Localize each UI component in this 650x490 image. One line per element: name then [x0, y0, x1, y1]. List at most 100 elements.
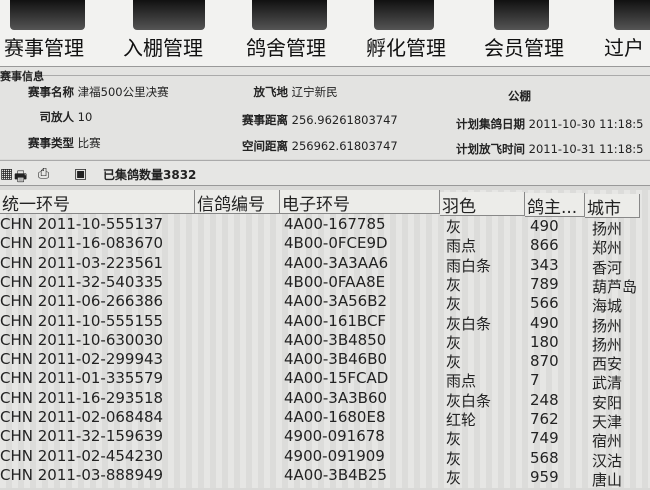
nav-transfer[interactable]: 过户	[600, 0, 650, 66]
top-nav: 赛事管理 入棚管理 鸽舍管理 孵化管理 会员管理 过户	[0, 0, 650, 66]
ring-no-cell: CHN 2011-32-540335	[0, 272, 164, 291]
ring-no-cell: CHN 2011-02-454230	[0, 446, 164, 465]
city-cell: 香河	[592, 258, 623, 277]
table-row[interactable]: CHN 2011-10-630030 4A00-3B4850 灰 180 扬州	[0, 330, 650, 354]
nav-member-management[interactable]: 会员管理	[480, 0, 580, 66]
e-ring-cell: 4A00-3B4850	[284, 330, 387, 349]
color-cell: 灰	[446, 449, 462, 468]
table-row[interactable]: CHN 2011-10-555137 4A00-167785 灰 490 扬州	[0, 215, 650, 238]
e-ring-cell: 4A00-161BCF	[284, 311, 387, 330]
e-ring-cell: 4B00-0FAA8E	[284, 272, 386, 291]
print-preview-icon[interactable]: ⎙	[38, 166, 50, 182]
table-row[interactable]: CHN 2011-03-888949 4A00-3B4B25 灰 959 唐山	[0, 465, 650, 489]
table-row[interactable]: CHN 2011-03-223561 4A00-3A3AA6 雨白条 343 香河	[0, 253, 650, 277]
col-header-pigeon-no[interactable]: 信鸽编号	[195, 190, 280, 214]
race-distance-field: 赛事距离 256.96261803747	[242, 113, 398, 127]
color-cell: 雨点	[446, 237, 477, 256]
city-cell: 扬州	[592, 220, 623, 238]
city-cell: 郑州	[592, 239, 623, 258]
e-ring-cell: 4A00-3A3B60	[284, 388, 388, 407]
ring-no-cell: CHN 2011-03-888949	[0, 465, 164, 484]
owner-cell: 870	[530, 352, 559, 371]
table-row[interactable]: CHN 2011-32-159639 4900-091678 灰 749 宿州	[0, 427, 650, 450]
nav-race-management[interactable]: 赛事管理	[0, 0, 100, 66]
table-row[interactable]: CHN 2011-10-555155 4A00-161BCF 灰白条 490 扬州	[0, 311, 650, 335]
divider	[40, 75, 650, 76]
color-cell: 灰	[446, 295, 462, 314]
ring-no-cell: CHN 2011-10-630030	[0, 330, 164, 349]
table-row[interactable]: CHN 2011-02-068484 4A00-1680E8 红轮 762 天津	[0, 408, 650, 431]
owner-cell: 490	[530, 313, 559, 332]
owner-cell: 789	[530, 274, 559, 293]
nav-label: 会员管理	[484, 36, 564, 60]
nav-label: 入棚管理	[123, 36, 203, 60]
print-icon[interactable]: 🖶	[14, 169, 28, 185]
ring-no-cell: CHN 2011-02-299943	[0, 350, 164, 369]
e-ring-cell: 4A00-1680E8	[284, 408, 386, 426]
col-header-ring-no[interactable]: 统一环号	[0, 190, 195, 214]
owner-cell: 762	[530, 410, 559, 428]
color-cell: 灰	[446, 218, 462, 236]
ring-no-cell: CHN 2011-32-159639	[0, 427, 164, 446]
race-info-panel: 赛事信息 赛事名称 津福500公里决赛 放飞地 辽宁新民 公棚 司放人 10 赛…	[0, 66, 650, 159]
collect-date-field: 计划集鸽日期 2011-10-30 11:18:5	[456, 117, 644, 131]
col-header-city[interactable]: 城市	[585, 194, 640, 218]
table-row[interactable]: CHN 2011-01-335579 4A00-15FCAD 雨点 7 武清	[0, 369, 650, 392]
owner-cell: 749	[530, 429, 559, 448]
table-row[interactable]: CHN 2011-32-540335 4B00-0FAA8E 灰 789 葫芦岛	[0, 272, 650, 296]
city-cell: 汉沽	[592, 451, 623, 470]
table-row[interactable]: CHN 2011-06-266386 4A00-3A56B2 灰 566 海城	[0, 292, 650, 315]
table-row[interactable]: CHN 2011-16-293518 4A00-3A3B60 灰白条 248 安阳	[0, 388, 650, 412]
col-header-owner[interactable]: 鸽主...	[525, 193, 585, 217]
city-cell: 唐山	[592, 470, 623, 489]
table-row[interactable]: CHN 2011-16-083670 4B00-0FCE9D 雨点 866 郑州	[0, 234, 650, 257]
col-header-color[interactable]: 羽色	[440, 192, 525, 216]
race-type-field: 赛事类型 比赛	[28, 136, 101, 150]
ring-no-cell: CHN 2011-01-335579	[0, 369, 164, 388]
e-ring-cell: 4A00-15FCAD	[284, 369, 389, 388]
releaser-field: 司放人 10	[39, 110, 93, 124]
color-cell: 红轮	[446, 411, 477, 429]
member-icon	[494, 0, 549, 30]
city-cell: 宿州	[592, 432, 623, 451]
export-icon[interactable]: ▣	[74, 166, 88, 182]
race-name-field: 赛事名称 津福500公里决赛	[28, 85, 169, 99]
nav-loft-entry[interactable]: 入棚管理	[115, 0, 220, 66]
col-header-e-ring[interactable]: 电子环号	[280, 190, 440, 214]
panel-title: 赛事信息	[0, 70, 44, 83]
color-cell: 灰白条	[446, 314, 492, 333]
color-cell: 灰	[446, 430, 462, 449]
collected-count: 已集鸽数量3832	[103, 168, 197, 182]
city-cell: 武清	[592, 374, 623, 393]
e-ring-cell: 4B00-0FCE9D	[284, 234, 388, 253]
e-ring-cell: 4A00-3A3AA6	[284, 253, 389, 272]
e-ring-cell: 4A00-3B46B0	[284, 350, 388, 369]
grid-icon[interactable]: ▦	[0, 166, 14, 182]
toolbar: ▦ 🖶 ⎙ ▣ 已集鸽数量3832	[0, 160, 650, 186]
table-row[interactable]: CHN 2011-02-454230 4900-091909 灰 568 汉沽	[0, 446, 650, 470]
e-ring-cell: 4A00-167785	[284, 215, 386, 233]
owner-cell: 866	[530, 236, 559, 255]
nav-label: 赛事管理	[4, 36, 84, 60]
city-cell: 葫芦岛	[592, 277, 638, 296]
color-cell: 灰	[446, 353, 462, 372]
nav-label: 过户	[604, 36, 644, 60]
nav-hatch-management[interactable]: 孵化管理	[360, 0, 460, 66]
table-row[interactable]: CHN 2011-02-299943 4A00-3B46B0 灰 870 西安	[0, 350, 650, 373]
city-cell: 扬州	[592, 335, 623, 354]
e-ring-cell: 4A00-3B4B25	[284, 465, 388, 484]
loft-type: 公棚	[508, 89, 531, 103]
nav-loft-management[interactable]: 鸽舍管理	[240, 0, 340, 66]
ring-no-cell: CHN 2011-02-068484	[0, 408, 164, 426]
hatch-icon	[374, 0, 434, 30]
e-ring-cell: 4900-091678	[284, 427, 385, 446]
color-cell: 灰白条	[446, 391, 492, 410]
e-ring-cell: 4900-091909	[284, 446, 385, 465]
city-cell: 扬州	[592, 316, 623, 335]
owner-cell: 568	[530, 448, 559, 467]
color-cell: 灰	[446, 333, 462, 352]
nav-label: 孵化管理	[366, 36, 446, 60]
owner-cell: 343	[530, 255, 559, 274]
owner-cell: 959	[530, 467, 559, 486]
owner-cell: 180	[530, 332, 559, 351]
